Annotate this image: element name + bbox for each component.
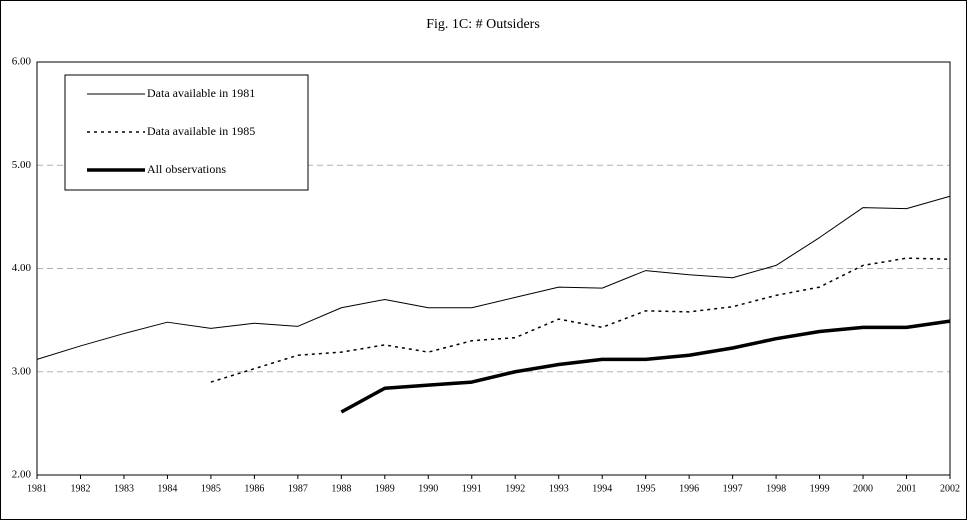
series-line (36, 195, 951, 360)
x-tick-label: 1983 (114, 483, 134, 494)
x-tick-label: 1995 (636, 483, 656, 494)
x-tick-label: 1993 (549, 483, 569, 494)
x-tick-label: 1991 (462, 483, 482, 494)
legend-label: Data available in 1981 (147, 86, 255, 100)
x-tick-label: 1986 (244, 483, 264, 494)
series-line (210, 257, 951, 383)
y-tick-label: 2.00 (12, 469, 32, 481)
legend-label: Data available in 1985 (147, 124, 255, 138)
x-tick-label: 1981 (27, 483, 47, 494)
y-tick-label: 4.00 (12, 262, 32, 274)
x-tick-label: 2002 (940, 483, 960, 494)
x-tick-label: 1982 (70, 483, 90, 494)
x-tick-label: 1988 (331, 483, 351, 494)
x-tick-label: 1996 (679, 483, 699, 494)
x-tick-label: 1997 (723, 483, 743, 494)
x-tick-label: 1987 (288, 483, 308, 494)
series-line (340, 319, 951, 414)
x-tick-label: 1999 (810, 483, 830, 494)
x-tick-label: 1984 (157, 483, 177, 494)
legend-label: All observations (147, 162, 226, 176)
y-tick-label: 6.00 (12, 56, 32, 68)
x-tick-label: 1989 (375, 483, 395, 494)
x-tick-label: 1998 (766, 483, 786, 494)
x-tick-label: 1985 (201, 483, 221, 494)
x-tick-label: 1990 (418, 483, 438, 494)
y-tick-label: 3.00 (12, 365, 32, 377)
x-tick-label: 1992 (505, 483, 525, 494)
plot-frame (36, 61, 951, 476)
x-tick-label: 1994 (592, 483, 612, 494)
x-tick-label: 2000 (853, 483, 873, 494)
chart-title: Fig. 1C: # Outsiders (426, 17, 540, 32)
x-tick-label: 2001 (897, 483, 917, 494)
y-tick-label: 5.00 (12, 159, 32, 171)
